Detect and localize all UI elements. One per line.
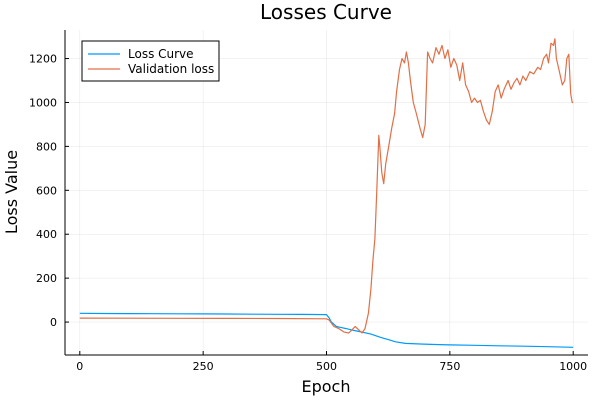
legend-label-validation-loss: Validation loss	[128, 62, 214, 76]
y-tick-label: 600	[36, 184, 57, 197]
x-tick-label: 250	[193, 360, 214, 373]
x-tick-label: 500	[316, 360, 337, 373]
y-tick-label: 200	[36, 272, 57, 285]
x-tick-label: 1000	[559, 360, 587, 373]
y-tick-label: 1000	[29, 96, 57, 109]
x-axis-label: Epoch	[302, 377, 351, 396]
y-tick-label: 400	[36, 228, 57, 241]
legend-label-loss-curve: Loss Curve	[128, 47, 194, 61]
series-line-validation-loss	[79, 38, 574, 334]
legend: Loss Curve Validation loss	[81, 40, 220, 82]
y-tick-label: 800	[36, 140, 57, 153]
x-tick-label: 750	[439, 360, 460, 373]
x-tick-label: 0	[76, 360, 83, 373]
y-tick-label: 0	[50, 316, 57, 329]
series-lines	[79, 38, 574, 348]
tick-labels: 0 250 500 750 1000 0 200 400 600 800 1000 1200	[29, 53, 587, 373]
y-tick-label: 1200	[29, 53, 57, 66]
axes	[64, 30, 588, 356]
chart-title: Losses Curve	[260, 0, 392, 24]
legend-box	[81, 40, 220, 82]
y-axis-label: Loss Value	[2, 150, 21, 234]
series-line-loss-curve	[79, 312, 574, 348]
